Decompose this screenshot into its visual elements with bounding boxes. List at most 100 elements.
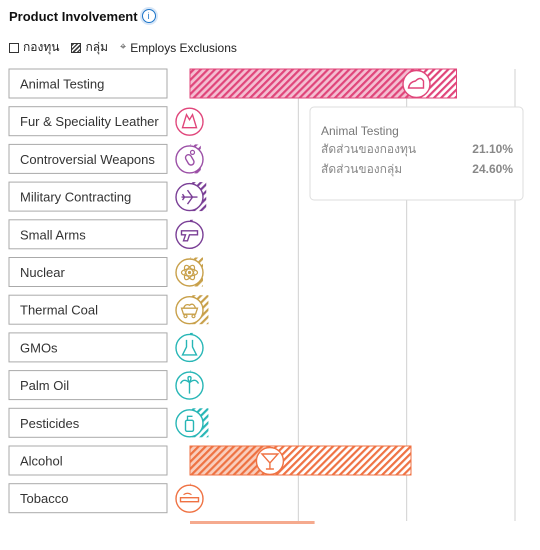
category-label-box[interactable]: [8, 257, 168, 287]
icon-circle: [175, 333, 204, 363]
category-label-box[interactable]: [8, 219, 168, 250]
icon-path: [180, 303, 199, 315]
icon-path: [186, 415, 193, 421]
tooltip: Animal Testing สัดส่วนของกองทุน 21.10% สัดส…: [309, 106, 524, 201]
category-label: Nuclear: [20, 265, 65, 280]
legend-group-swatch: [71, 42, 82, 53]
tooltip-box: [309, 106, 524, 201]
icon-path: [181, 189, 198, 205]
icon-path: [189, 149, 196, 155]
category-label-box[interactable]: [8, 332, 168, 363]
category-label: Tobacco: [20, 491, 68, 506]
category-label-box[interactable]: [8, 294, 168, 325]
category-label-box[interactable]: [8, 407, 168, 438]
category-label-box[interactable]: [8, 370, 168, 401]
tooltip-row-value: 24.60%: [472, 162, 513, 176]
grenade-icon: [175, 145, 204, 174]
icon-circle: [175, 296, 204, 325]
icon-path: [179, 497, 200, 503]
legend-group[interactable]: กลุ่ม: [71, 38, 108, 57]
legend-fund-label: กองทุน: [23, 40, 60, 54]
tooltip-title: Animal Testing: [321, 124, 399, 138]
category-row-animal-testing[interactable]: Animal Testing: [8, 68, 168, 99]
category-row-alcohol[interactable]: Alcohol: [8, 445, 168, 476]
legend: กองทุน กลุ่ม ⌖ Employs Exclusions: [9, 38, 249, 57]
tooltip-row-value: 21.10%: [472, 142, 513, 156]
category-row-nuclear[interactable]: Nuclear: [8, 257, 168, 287]
legend-exclusions[interactable]: ⌖ Employs Exclusions: [120, 41, 237, 55]
chart-title: Product Involvement: [9, 8, 138, 24]
icon-path: [187, 270, 192, 275]
category-row-palm-oil[interactable]: Palm Oil: [8, 370, 168, 401]
category-row-gmos[interactable]: GMOs: [8, 332, 168, 363]
pistol-icon: [175, 220, 204, 250]
category-label: Small Arms: [20, 227, 86, 242]
icon-path: [184, 419, 195, 432]
tooltip-row-label: สัดส่วนของกลุ่ม: [321, 162, 402, 177]
category-row-small-arms[interactable]: Small Arms: [8, 219, 168, 250]
next-row-bar-edge: [190, 521, 315, 524]
category-label: GMOs: [20, 340, 58, 355]
product-involvement-chart: Animal Testing Fur & Speciality Leather Co…: [8, 68, 524, 524]
category-row-fur-and-speciality-leather[interactable]: Fur & Speciality Leather: [8, 106, 168, 137]
category-label: Palm Oil: [20, 378, 69, 393]
flask-bunny-icon: [402, 69, 431, 99]
exclusions-icon: ⌖: [119, 41, 127, 53]
category-row-pesticides[interactable]: Pesticides: [8, 407, 168, 438]
category-row-military-contracting[interactable]: Military Contracting: [8, 181, 168, 212]
icon-path: [183, 264, 196, 281]
icon-path: [184, 153, 195, 166]
category-label-box[interactable]: [8, 483, 168, 514]
fund-bar-animal-testing[interactable]: [189, 68, 420, 99]
category-label: Fur & Speciality Leather: [20, 114, 159, 129]
palm-tree-icon: [175, 371, 204, 400]
icon-path: [181, 112, 198, 129]
category-label-box[interactable]: [8, 106, 168, 137]
fund-bar-alcohol[interactable]: [189, 445, 268, 476]
category-label-box[interactable]: [8, 68, 168, 99]
category-row-controversial-weapons[interactable]: Controversial Weapons: [8, 143, 168, 174]
spray-bottle-icon: [175, 409, 204, 438]
info-icon[interactable]: i: [141, 9, 156, 23]
legend-fund[interactable]: กองทุน: [9, 38, 59, 57]
category-label: Controversial Weapons: [20, 152, 155, 167]
icon-circle: [175, 409, 204, 438]
category-label: Pesticides: [20, 416, 80, 431]
icon-path: [180, 268, 199, 277]
icon-path: [407, 77, 425, 89]
beaker-icon: [175, 333, 204, 363]
atom-icon: [175, 258, 204, 287]
icon-circle: [402, 69, 431, 99]
fighter-jet-icon: [175, 182, 204, 212]
category-row-tobacco[interactable]: Tobacco: [8, 483, 168, 514]
cigarette-icon: [175, 484, 204, 513]
category-label: Animal Testing: [20, 77, 104, 92]
icon-path: [181, 339, 198, 356]
legend-group-label: กลุ่ม: [85, 40, 108, 54]
category-label-box[interactable]: [8, 181, 168, 212]
icon-circle: [175, 107, 204, 136]
category-label: Thermal Coal: [20, 303, 98, 318]
icon-path: [183, 492, 192, 496]
icon-circle: [175, 484, 204, 513]
icon-circle: [175, 145, 204, 174]
icon-path: [179, 375, 200, 394]
chart-header: Product Involvement i: [9, 6, 156, 26]
fur-icon: [175, 107, 204, 136]
category-label-box[interactable]: [8, 143, 168, 174]
icon-path: [183, 264, 196, 281]
icon-path: [183, 314, 188, 319]
category-row-thermal-coal[interactable]: Thermal Coal: [8, 294, 168, 325]
cocktail-icon: [255, 446, 285, 476]
category-label: Alcohol: [20, 454, 63, 469]
group-bar-outline-alcohol: [189, 445, 412, 476]
icon-path: [180, 230, 199, 242]
icon-path: [191, 314, 196, 319]
icon-path: [260, 453, 280, 470]
coal-cart-icon: [175, 296, 204, 325]
legend-exclusions-label: Employs Exclusions: [130, 40, 237, 55]
category-label-box[interactable]: [8, 445, 168, 476]
tooltip-row-label: สัดส่วนของกองทุน: [321, 142, 416, 157]
legend-fund-swatch: [9, 42, 19, 53]
group-bar-alcohol: [190, 446, 411, 475]
